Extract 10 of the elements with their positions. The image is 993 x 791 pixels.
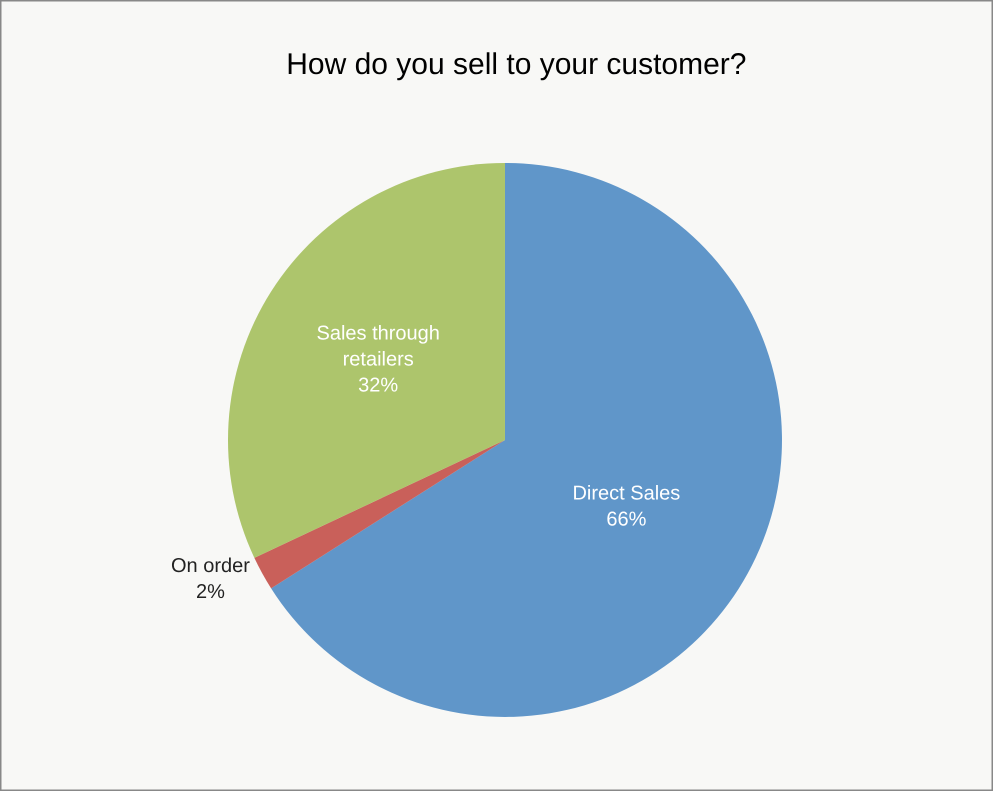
data-label: 66% <box>606 508 647 531</box>
data-label: 32% <box>358 374 398 396</box>
pie-slice <box>271 162 782 717</box>
pie-slice <box>254 440 505 588</box>
slice-label: On order <box>170 554 250 577</box>
slice-label: Direct Sales <box>572 482 680 505</box>
data-label: 2% <box>196 580 226 603</box>
chart-title: How do you sell to your customer? <box>286 48 746 81</box>
slice-label: Sales through retailers <box>316 322 440 370</box>
pie-slice <box>228 162 505 558</box>
